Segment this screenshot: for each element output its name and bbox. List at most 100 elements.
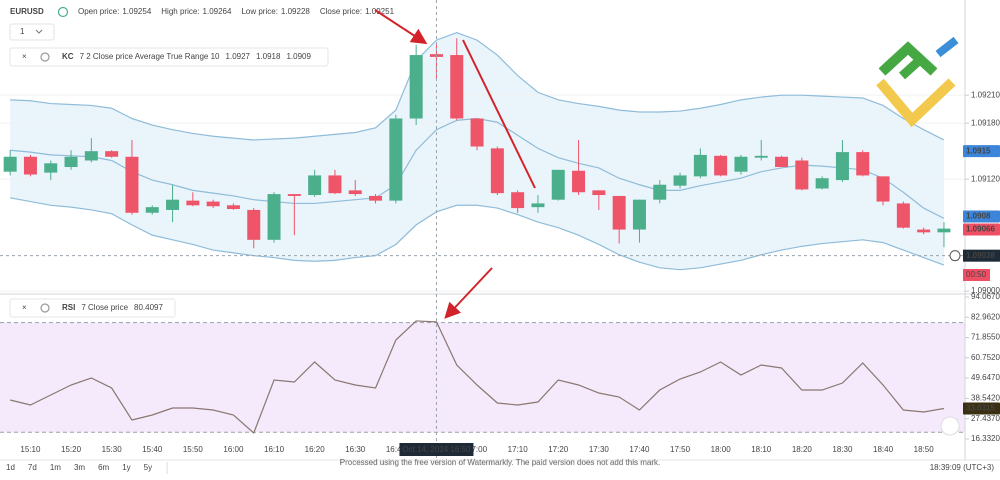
price-badge bbox=[963, 223, 1000, 236]
range-button[interactable]: 7d bbox=[28, 463, 37, 472]
candle-body bbox=[267, 194, 281, 240]
candle-body bbox=[125, 156, 139, 213]
price-badge bbox=[963, 210, 1000, 223]
annotation-line bbox=[462, 39, 536, 189]
range-button[interactable]: 1y bbox=[122, 463, 130, 472]
y-tick-label: 1.09000 bbox=[971, 286, 1000, 295]
y-tick-label: 71.8550 bbox=[971, 333, 1000, 342]
price-badge-label: 1.09066 bbox=[966, 225, 995, 234]
symbol: EURUSD bbox=[10, 7, 44, 16]
annotation-arrow bbox=[374, 9, 428, 45]
annotation-arrow bbox=[444, 267, 493, 319]
price-badge-label: 1.0915 bbox=[966, 146, 991, 155]
candle-body bbox=[795, 160, 809, 190]
scroll-button[interactable] bbox=[940, 416, 960, 436]
candle-body bbox=[734, 156, 748, 172]
range-button[interactable]: 6m bbox=[98, 463, 109, 472]
candle-body bbox=[632, 199, 646, 230]
candle-body bbox=[531, 203, 545, 208]
candle-body bbox=[714, 155, 728, 176]
range-button[interactable]: 5y bbox=[144, 463, 152, 472]
x-tick-label: 15:30 bbox=[102, 445, 123, 454]
candle-body bbox=[490, 148, 504, 194]
x-tick-label: 16:30 bbox=[345, 445, 366, 454]
range-button[interactable]: 1d bbox=[6, 463, 15, 472]
y-tick-label: 82.9620 bbox=[971, 312, 1000, 321]
rsi-badge-label: 33.0315 bbox=[966, 404, 995, 413]
y-tick-label: 27.4370 bbox=[971, 414, 1000, 423]
candle-body bbox=[247, 209, 261, 240]
x-tick-label: 18:30 bbox=[832, 445, 853, 454]
x-tick-label: 18:50 bbox=[914, 445, 935, 454]
x-tick-label: 18:00 bbox=[711, 445, 732, 454]
field-value: 1.09254 bbox=[122, 7, 151, 16]
candle-body bbox=[226, 205, 240, 210]
channel-line bbox=[10, 32, 945, 141]
candle-body bbox=[409, 55, 423, 119]
y-tick-label: 1.09180 bbox=[971, 118, 1000, 127]
x-tick-label: 17:00 bbox=[467, 445, 488, 454]
candle-body bbox=[3, 156, 17, 172]
clock: 18:39:09 (UTC+3) bbox=[930, 463, 995, 472]
logo bbox=[876, 36, 959, 128]
candle-body bbox=[754, 155, 768, 158]
timeframe-value: 1 bbox=[20, 27, 25, 36]
legend-box bbox=[9, 298, 176, 318]
crosshair-time-label: Oct 14, 2024 16:50 bbox=[402, 445, 471, 454]
channel-line bbox=[10, 197, 945, 271]
x-tick-label: 15:20 bbox=[61, 445, 82, 454]
legend-close-icon: × bbox=[22, 303, 27, 312]
legend-text: 1.0918 bbox=[256, 52, 281, 61]
candle-body bbox=[44, 163, 58, 173]
channel-fill bbox=[10, 32, 944, 270]
candle-body bbox=[450, 55, 464, 119]
x-tick-label: 17:30 bbox=[589, 445, 610, 454]
x-tick-label: 16:00 bbox=[223, 445, 244, 454]
price-panel bbox=[0, 32, 965, 292]
legend-text: RSI bbox=[62, 303, 75, 312]
candle-body bbox=[917, 229, 931, 233]
candle-body bbox=[389, 118, 403, 201]
x-tick-label: 17:20 bbox=[548, 445, 569, 454]
x-tick-label: 16:20 bbox=[305, 445, 326, 454]
x-tick-label: 18:40 bbox=[873, 445, 894, 454]
legend-close-icon: × bbox=[22, 52, 27, 61]
candle-body bbox=[470, 118, 484, 147]
candle-body bbox=[328, 175, 342, 194]
y-tick-label: 1.09120 bbox=[971, 174, 1000, 183]
candle-body bbox=[551, 169, 565, 200]
legend-gear-icon bbox=[40, 52, 50, 62]
candle-body bbox=[23, 156, 37, 175]
countdown-badge bbox=[963, 269, 990, 281]
legend-text: 1.0927 bbox=[226, 52, 251, 61]
rsi-panel bbox=[0, 320, 965, 435]
candle-body bbox=[693, 154, 707, 177]
y-tick-label: 1.09210 bbox=[971, 90, 1000, 99]
y-tick-label: 49.6470 bbox=[971, 373, 1000, 382]
candle-body bbox=[348, 190, 362, 195]
crosshair-target bbox=[949, 250, 961, 262]
candle-body bbox=[369, 195, 383, 201]
price-badge-label: 1.0908 bbox=[966, 212, 991, 221]
x-tick-label: 18:20 bbox=[792, 445, 813, 454]
candle-body bbox=[775, 156, 789, 168]
candle-body bbox=[673, 175, 687, 186]
candle-body bbox=[592, 190, 606, 196]
range-button[interactable]: 3m bbox=[74, 463, 85, 472]
x-tick-label: 15:40 bbox=[142, 445, 163, 454]
timeframe-select[interactable] bbox=[9, 23, 55, 41]
candle-body bbox=[572, 170, 586, 193]
x-tick-label: 15:10 bbox=[20, 445, 41, 454]
candle-body bbox=[612, 195, 626, 230]
candle-body bbox=[145, 207, 159, 213]
candle-body bbox=[64, 156, 78, 168]
y-tick-label: 60.7520 bbox=[971, 353, 1000, 362]
crosshair-price-badge bbox=[963, 249, 1000, 262]
price-badge bbox=[963, 145, 1000, 158]
x-tick-label: 18:10 bbox=[751, 445, 772, 454]
candle-body bbox=[937, 228, 951, 233]
range-button[interactable]: 1m bbox=[50, 463, 61, 472]
field-label: Open price: bbox=[78, 7, 119, 16]
